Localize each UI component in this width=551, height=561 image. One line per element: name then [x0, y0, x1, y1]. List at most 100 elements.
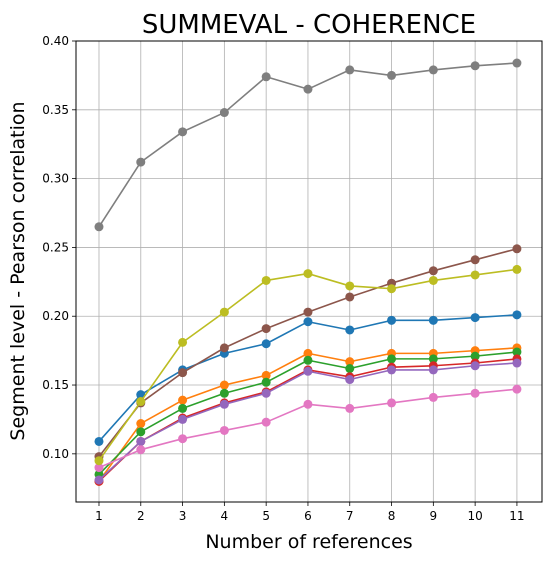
data-point — [303, 355, 313, 365]
data-point — [178, 395, 188, 405]
data-point — [219, 380, 229, 390]
data-point — [428, 354, 438, 364]
data-point — [303, 366, 313, 376]
data-point — [428, 315, 438, 325]
data-point — [219, 108, 229, 118]
data-point — [470, 313, 480, 323]
data-point — [261, 417, 271, 427]
y-tick-label: 0.15 — [42, 378, 69, 392]
x-tick-label: 4 — [221, 509, 229, 523]
data-point — [219, 399, 229, 409]
data-point — [470, 388, 480, 398]
data-point — [470, 361, 480, 371]
data-point — [303, 399, 313, 409]
data-point — [178, 414, 188, 424]
data-point — [136, 445, 146, 455]
y-tick-label: 0.40 — [42, 34, 69, 48]
y-tick-label: 0.30 — [42, 172, 69, 186]
data-point — [136, 157, 146, 167]
series — [94, 347, 522, 479]
data-point — [94, 463, 104, 473]
data-point — [94, 475, 104, 485]
data-point — [178, 127, 188, 137]
y-tick-label: 0.10 — [42, 447, 69, 461]
data-point — [512, 358, 522, 368]
y-tick-label: 0.20 — [42, 309, 69, 323]
data-point — [219, 425, 229, 435]
data-point — [178, 434, 188, 444]
x-tick-label: 11 — [509, 509, 524, 523]
data-point — [178, 337, 188, 347]
data-point — [428, 266, 438, 276]
x-tick-label: 5 — [262, 509, 270, 523]
data-point — [303, 269, 313, 279]
data-point — [387, 284, 397, 294]
x-tick-label: 1 — [95, 509, 103, 523]
x-tick-label: 8 — [388, 509, 396, 523]
data-point — [303, 317, 313, 327]
x-tick-label: 6 — [304, 509, 312, 523]
data-point — [512, 58, 522, 68]
plot-frame — [75, 40, 543, 503]
x-axis-title: Number of references — [205, 531, 412, 553]
x-tick-label: 3 — [179, 509, 187, 523]
x-axis: 1 2 3 4 5 6 7 8 9 10 11 — [95, 502, 525, 523]
data-point — [219, 307, 229, 317]
x-tick-label: 10 — [467, 509, 482, 523]
data-point — [512, 384, 522, 394]
y-tick-label: 0.25 — [42, 240, 69, 254]
data-point — [261, 324, 271, 334]
x-tick-label: 7 — [346, 509, 354, 523]
data-point — [136, 419, 146, 429]
series — [94, 264, 522, 466]
data-point — [428, 275, 438, 285]
data-point — [387, 70, 397, 80]
data-point — [387, 354, 397, 364]
series — [94, 358, 522, 485]
data-point — [345, 281, 355, 291]
data-point — [303, 307, 313, 317]
data-point — [345, 65, 355, 75]
data-point — [345, 375, 355, 385]
x-tick-label: 2 — [137, 509, 145, 523]
data-point — [261, 275, 271, 285]
data-point — [470, 270, 480, 280]
y-axis: 0.10 0.15 0.20 0.25 0.30 0.35 0.40 — [42, 34, 76, 461]
data-point — [94, 436, 104, 446]
data-point — [428, 392, 438, 402]
data-point — [219, 343, 229, 353]
data-point — [303, 84, 313, 94]
data-point — [261, 388, 271, 398]
y-tick-label: 0.35 — [42, 103, 69, 117]
data-point — [136, 436, 146, 446]
data-point — [512, 244, 522, 254]
data-point — [512, 264, 522, 274]
data-point — [303, 348, 313, 358]
data-point — [94, 222, 104, 232]
data-point — [387, 365, 397, 375]
data-point — [345, 403, 355, 413]
y-axis-title: Segment level - Pearson correlation — [7, 101, 29, 440]
data-point — [136, 390, 146, 400]
data-point — [470, 351, 480, 361]
data-point — [512, 347, 522, 357]
chart-title: SUMMEVAL - COHERENCE — [142, 10, 476, 40]
data-point — [178, 368, 188, 378]
data-point — [345, 364, 355, 374]
data-point — [428, 365, 438, 375]
data-point — [136, 397, 146, 407]
data-point — [345, 325, 355, 335]
data-point — [261, 72, 271, 82]
data-point — [94, 456, 104, 466]
data-point — [345, 292, 355, 302]
data-point — [470, 255, 480, 265]
series — [94, 244, 522, 462]
series — [94, 58, 522, 232]
data-point — [512, 310, 522, 320]
data-point — [387, 315, 397, 325]
data-point — [261, 370, 271, 380]
series-group — [94, 58, 522, 486]
data-point — [261, 339, 271, 349]
x-tick-label: 9 — [430, 509, 438, 523]
